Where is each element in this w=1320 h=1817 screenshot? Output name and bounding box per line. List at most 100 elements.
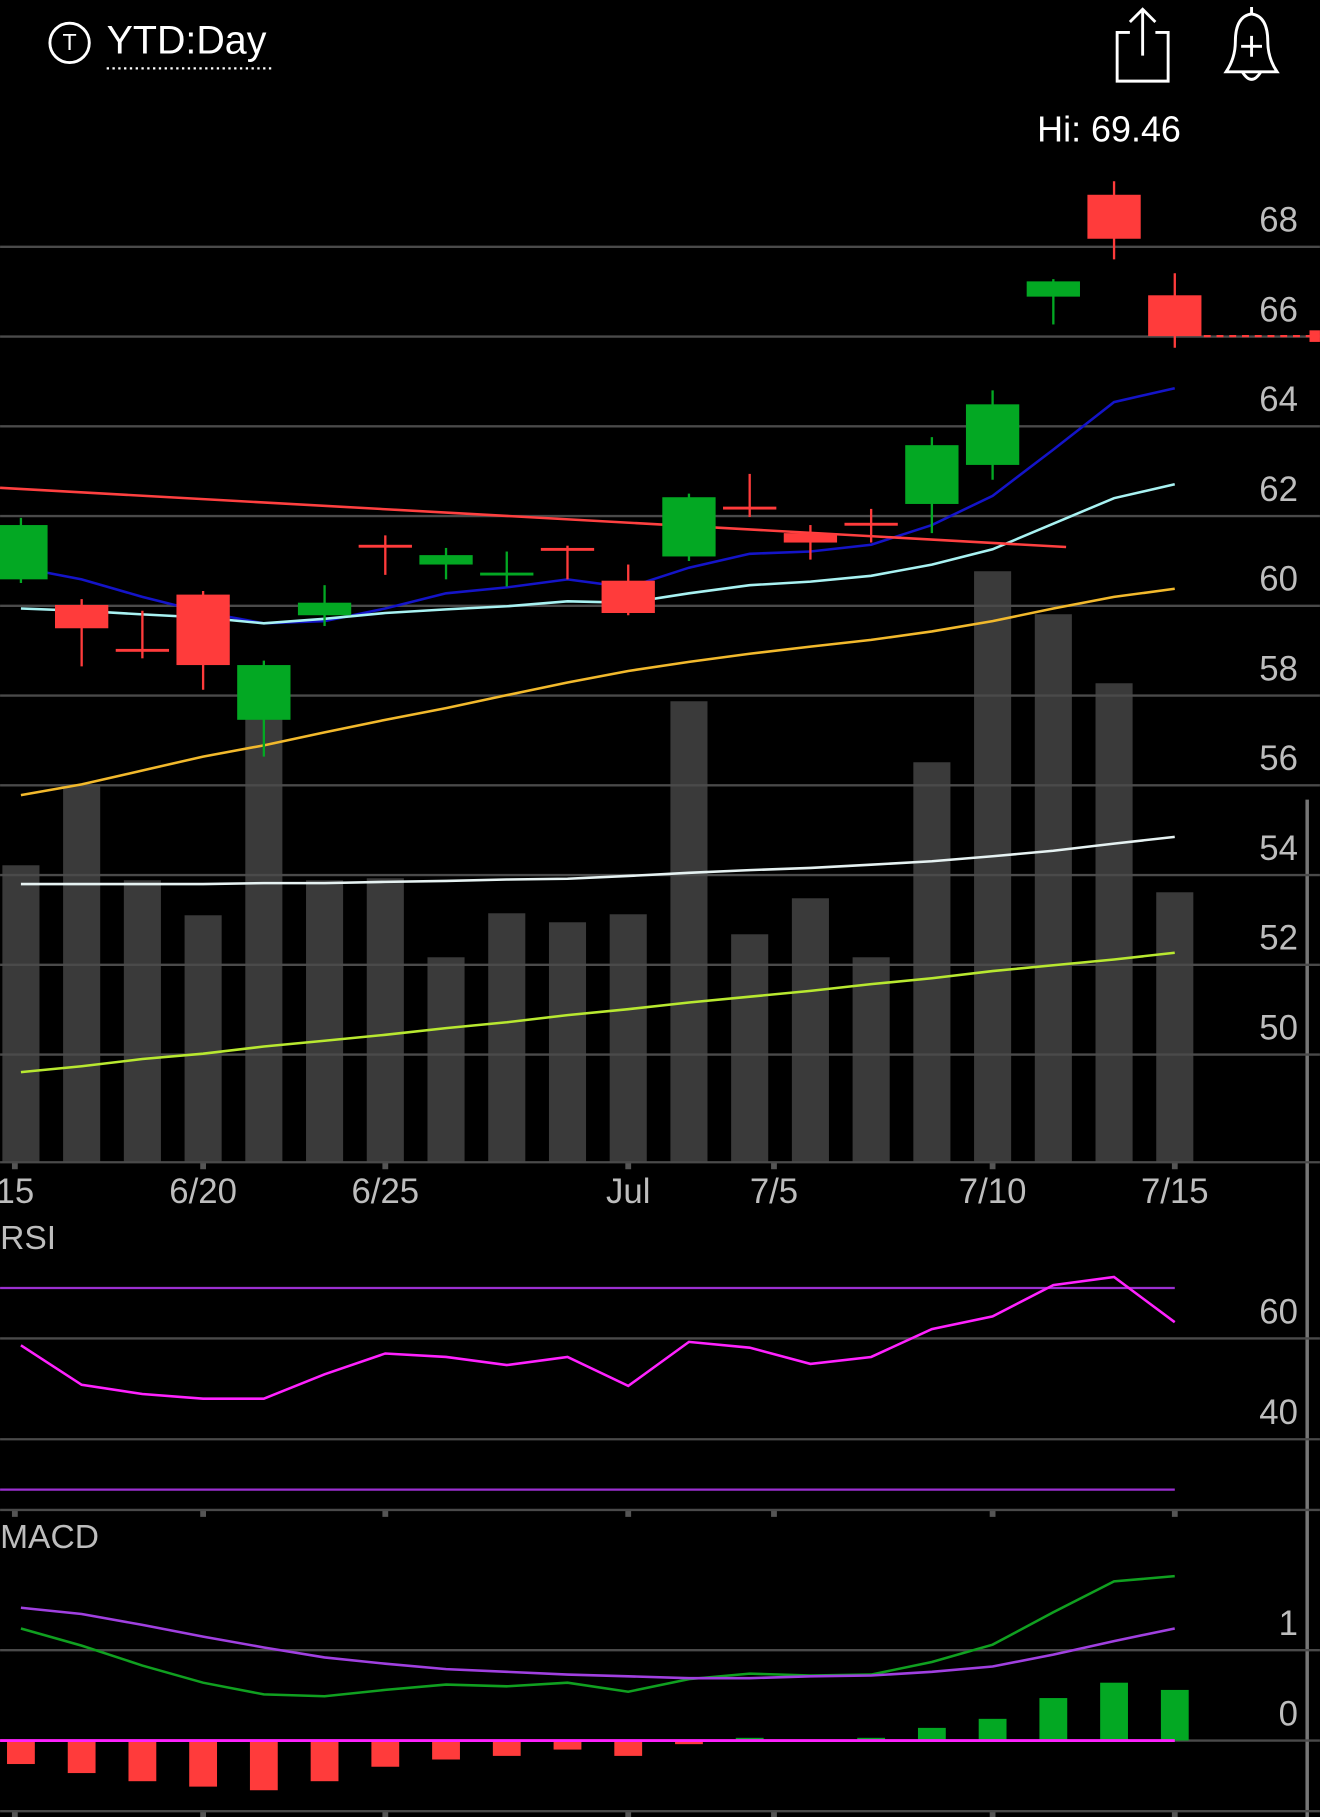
high-annotation: Hi: 69.46	[1037, 109, 1181, 150]
y-tick-label: 0	[1279, 1695, 1298, 1733]
candle-body	[540, 547, 595, 551]
histogram-bar	[67, 1740, 96, 1774]
histogram-bar	[553, 1740, 582, 1750]
y-tick-label: 66	[1259, 291, 1298, 329]
share-button[interactable]	[1115, 7, 1170, 83]
candle-body	[905, 445, 959, 504]
alert-button[interactable]	[1223, 6, 1280, 81]
y-tick-label: 50	[1259, 1009, 1298, 1047]
bell-plus	[1241, 6, 1263, 81]
volume-bar	[427, 957, 465, 1163]
candle-body	[723, 506, 777, 510]
volume-bar	[670, 701, 708, 1163]
histogram-bar	[492, 1740, 521, 1756]
volume-bar	[366, 878, 404, 1163]
candle-body	[237, 665, 291, 720]
histogram-bar	[310, 1740, 339, 1782]
histogram-bar	[189, 1740, 218, 1787]
volume-bar	[974, 571, 1012, 1163]
volume-bar	[731, 934, 769, 1163]
volume-bar	[123, 880, 161, 1163]
candle-body	[1026, 281, 1080, 297]
y-tick-label: 58	[1259, 650, 1298, 688]
x-tick-label: 15	[0, 1173, 34, 1211]
histogram-bar	[371, 1740, 400, 1767]
volume-bar	[1156, 892, 1194, 1163]
y-tick-label: 68	[1259, 202, 1298, 240]
last-price-marker	[1309, 330, 1320, 342]
macd-line	[20, 1574, 1175, 1698]
y-tick-label: 64	[1259, 381, 1298, 419]
candle-body	[662, 497, 716, 557]
volume-bar	[913, 762, 951, 1163]
histogram-bar	[614, 1740, 643, 1756]
y-tick-label: 60	[1259, 561, 1298, 599]
candle-body	[297, 602, 352, 616]
histogram-bar	[1100, 1682, 1128, 1741]
y-tick-label: 56	[1259, 740, 1298, 778]
histogram-bar	[1160, 1689, 1189, 1741]
candle-body	[480, 572, 534, 576]
moving-average	[20, 587, 1175, 797]
timeframe-selector[interactable]: T YTD:Day	[48, 18, 274, 70]
candle-body	[419, 555, 473, 565]
candle-body	[176, 594, 230, 666]
moving-average	[20, 951, 1175, 1074]
volume-bar	[2, 865, 40, 1163]
y-tick-label: 54	[1259, 830, 1298, 868]
share-box	[1115, 30, 1170, 83]
y-tick-label: 1	[1279, 1605, 1298, 1643]
share-arrow	[1128, 7, 1157, 56]
histogram-bar	[128, 1740, 157, 1782]
y-tick-label: 40	[1259, 1394, 1298, 1432]
histogram-bar	[675, 1740, 703, 1745]
histogram-bar	[432, 1740, 460, 1760]
candle-body	[1087, 194, 1141, 239]
x-tick-label: 7/5	[750, 1173, 798, 1211]
volume-bar	[852, 957, 890, 1163]
candle-body	[601, 580, 655, 614]
histogram-bar	[7, 1740, 35, 1765]
volume-bar	[63, 784, 101, 1163]
volume-bar	[488, 913, 526, 1163]
macd-line	[20, 1606, 1175, 1680]
candle-body	[965, 404, 1020, 465]
x-tick-label: 6/20	[169, 1173, 237, 1211]
candle-body	[783, 533, 838, 543]
volume-bar	[1095, 683, 1133, 1163]
volume-bar	[245, 718, 283, 1163]
volume-bar	[1034, 614, 1072, 1163]
histogram-bar	[917, 1727, 946, 1741]
x-tick-label: 7/10	[959, 1173, 1027, 1211]
candle-body	[358, 544, 412, 548]
x-tick-label: 7/15	[1141, 1173, 1209, 1211]
timeframe-title: YTD:Day	[107, 18, 267, 62]
ticker-icon-letter: T	[63, 29, 77, 55]
candle-body	[115, 648, 170, 652]
candle-body	[1148, 295, 1202, 337]
panel-title: RSI	[0, 1220, 56, 1257]
volume-bar	[609, 914, 647, 1163]
y-tick-label: 62	[1259, 471, 1298, 509]
candle-body	[55, 604, 109, 629]
moving-average	[20, 835, 1175, 886]
trend-line	[0, 486, 1067, 549]
x-tick-label: Jul	[606, 1173, 650, 1211]
bell	[1223, 12, 1280, 74]
x-tick-label: 6/25	[351, 1173, 419, 1211]
panel-title: MACD	[0, 1519, 99, 1556]
histogram-bar	[249, 1740, 278, 1791]
volume-bar	[791, 898, 829, 1163]
volume-bar	[306, 880, 344, 1163]
y-tick-label: 52	[1259, 920, 1298, 958]
candle-body	[0, 525, 48, 580]
ticker-icon	[48, 21, 91, 65]
volume-bar	[548, 922, 587, 1163]
y-tick-label: 60	[1259, 1293, 1298, 1331]
histogram-bar	[1039, 1698, 1068, 1741]
volume-bar	[184, 915, 222, 1163]
candle-body	[844, 522, 898, 526]
histogram-bar	[978, 1718, 1007, 1741]
